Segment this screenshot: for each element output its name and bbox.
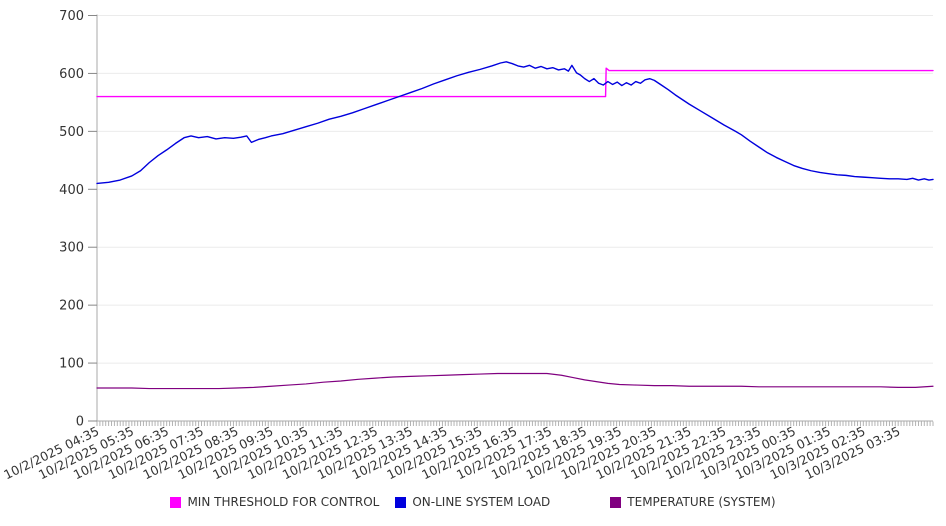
y-axis-label: 200	[59, 299, 84, 314]
legend-label-temperature: TEMPERATURE (SYSTEM)	[627, 495, 776, 509]
chart-legend: MIN THRESHOLD FOR CONTROL ON-LINE SYSTEM…	[0, 495, 946, 509]
legend-label-system-load: ON-LINE SYSTEM LOAD	[412, 495, 551, 509]
legend-label-min-threshold: MIN THRESHOLD FOR CONTROL	[187, 495, 380, 509]
legend-item-temperature[interactable]: TEMPERATURE (SYSTEM)	[610, 495, 776, 509]
series-line-0	[96, 67, 934, 98]
y-axis-label: 100	[59, 357, 84, 372]
y-axis-label: 700	[59, 9, 84, 24]
legend-swatch-min-threshold	[170, 496, 182, 508]
y-axis-label: 300	[59, 241, 84, 256]
legend-item-min-threshold[interactable]: MIN THRESHOLD FOR CONTROL	[170, 495, 379, 509]
legend-item-system-load[interactable]: ON-LINE SYSTEM LOAD	[395, 495, 550, 509]
series-line-1	[96, 61, 934, 185]
y-axis-label: 400	[59, 183, 84, 198]
y-axis-label: 0	[76, 415, 84, 430]
legend-swatch-system-load	[395, 496, 407, 508]
legend-swatch-temperature	[610, 496, 622, 508]
y-axis-label: 600	[59, 67, 84, 82]
x-minor-ticks	[96, 421, 934, 426]
y-axis-label: 500	[59, 125, 84, 140]
series-line-2	[96, 372, 934, 390]
